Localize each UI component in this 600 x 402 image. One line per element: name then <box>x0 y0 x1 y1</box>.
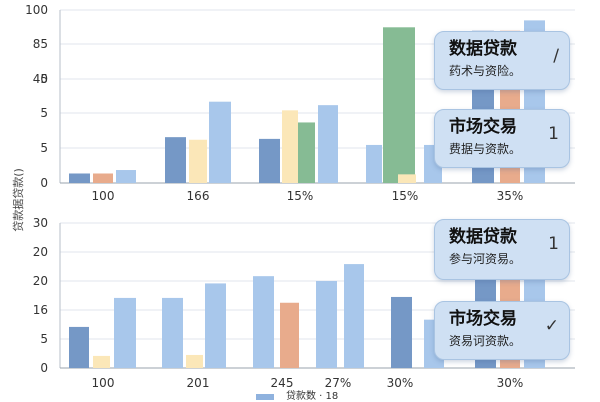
y-tick-label: 5 <box>40 332 48 346</box>
y-axis-label: 贷款据贷款() <box>11 168 25 232</box>
x-tick-label: 30% <box>387 376 414 390</box>
bar <box>93 173 113 183</box>
bar <box>298 122 315 183</box>
legend-label: 贷款数 · 18 <box>286 391 339 402</box>
y-tick-label: 16 <box>33 303 48 317</box>
y-tick-label: 0 <box>40 361 48 375</box>
bar <box>259 138 280 183</box>
pencil-icon[interactable]: ∕ <box>553 46 559 66</box>
bar <box>383 27 399 183</box>
x-tick-label: 245 <box>271 376 294 390</box>
callout-subtitle: 费据与资款。 <box>449 142 522 156</box>
callout-card[interactable]: 数据贷款 参与河资易。 1 <box>434 219 570 280</box>
bar <box>93 355 110 368</box>
callout-title: 数据贷款 <box>449 227 517 247</box>
callout-card[interactable]: 数据贷款 药术与资险。 ∕ <box>434 31 570 90</box>
y-tick-label: 0 <box>40 176 48 190</box>
y-tick-label: 20 <box>33 245 48 259</box>
x-tick-label: 100 <box>92 376 115 390</box>
bar <box>316 281 337 368</box>
bar <box>253 276 274 368</box>
callout-card[interactable]: 市场交易 资易诃资款。 ✓ <box>434 301 570 360</box>
y-tick-label: 30 <box>33 216 48 230</box>
x-tick-label: 27% <box>325 376 352 390</box>
bar <box>398 174 416 183</box>
x-tick-label: 15% <box>287 189 314 203</box>
callout-card[interactable]: 市场交易 费据与资款。 1 <box>434 109 570 168</box>
callout-title: 市场交易 <box>449 117 517 137</box>
bar <box>114 297 136 368</box>
bar <box>209 101 231 183</box>
bar <box>189 139 207 183</box>
y-tick-label: 40 <box>33 72 48 86</box>
bar <box>162 297 183 368</box>
checkmark-icon[interactable]: ✓ <box>544 316 559 336</box>
y-tick-label: 5 <box>40 106 48 120</box>
callout-subtitle: 参与河资易。 <box>449 252 522 266</box>
bar <box>282 110 298 183</box>
y-tick-label: 100 <box>25 3 48 17</box>
bar <box>344 264 364 368</box>
number-one-icon[interactable]: 1 <box>548 124 559 144</box>
legend-swatch <box>256 394 274 400</box>
y-tick-label: 5 <box>40 141 48 155</box>
x-tick-label: 100 <box>92 189 115 203</box>
bar <box>186 354 203 368</box>
number-one-icon[interactable]: 1 <box>548 234 559 254</box>
x-tick-label: 166 <box>187 189 210 203</box>
x-tick-label: 15% <box>392 189 419 203</box>
callout-title: 数据贷款 <box>449 39 517 59</box>
bar <box>366 144 382 183</box>
bar <box>318 105 338 183</box>
bar <box>205 283 226 368</box>
bar <box>399 27 415 183</box>
bar <box>69 173 90 183</box>
x-tick-label: 35% <box>497 189 524 203</box>
bar <box>165 137 186 183</box>
x-tick-label: 30% <box>497 376 524 390</box>
bar <box>69 326 89 368</box>
x-tick-label: 201 <box>187 376 210 390</box>
y-tick-label: 20 <box>33 274 48 288</box>
callout-title: 市场交易 <box>449 309 517 329</box>
callout-subtitle: 药术与资险。 <box>449 64 522 78</box>
callout-subtitle: 资易诃资款。 <box>449 334 522 348</box>
y-tick-label: 5 <box>40 72 48 86</box>
bar <box>116 170 136 183</box>
y-tick-label: 85 <box>33 37 48 51</box>
bar <box>391 296 412 368</box>
bar <box>280 302 299 368</box>
